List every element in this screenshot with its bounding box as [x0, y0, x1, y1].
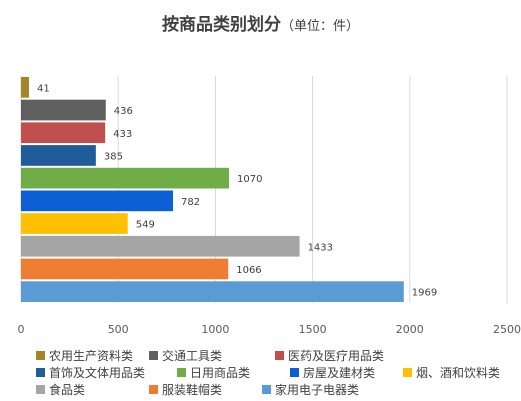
bar-9 — [21, 281, 404, 302]
bar-1 — [21, 99, 106, 121]
bar-5 — [21, 190, 174, 212]
legend-item-6: 烟、酒和饮料类 — [403, 364, 516, 380]
legend-label-6: 烟、酒和饮料类 — [416, 365, 501, 380]
legend-swatch-1 — [149, 350, 158, 360]
x-tick-label-5: 2500 — [493, 323, 521, 336]
data-label-5: 782 — [181, 197, 200, 208]
legend-label-8: 服装鞋帽类 — [162, 382, 223, 397]
x-tick-label-2: 1000 — [201, 323, 229, 336]
data-label-8: 1066 — [236, 265, 261, 276]
legend-label-1: 交通工具类 — [162, 348, 223, 363]
legend-swatch-3 — [36, 367, 45, 377]
bar-8 — [21, 258, 229, 280]
legend-item-9: 家用电子电器类 — [262, 381, 375, 397]
legend-label-2: 医药及医疗用品类 — [288, 348, 385, 363]
chart-legend: 农用生产资料类 交通工具类 医药及医疗用品类首饰及文体用品类 日用商品类 房屋及建材类 烟… — [36, 347, 516, 397]
legend-label-3: 首饰及文体用品类 — [49, 365, 146, 380]
data-label-6: 549 — [136, 220, 155, 231]
chart-title-main: 按商品类别划分 — [161, 15, 281, 35]
bar-3 — [21, 145, 96, 166]
legend-swatch-4 — [177, 367, 186, 377]
legend-swatch-7 — [36, 384, 45, 394]
legend-label-0: 农用生产资料类 — [49, 348, 134, 363]
data-label-1: 436 — [114, 106, 133, 117]
data-label-0: 41 — [37, 83, 50, 94]
data-label-9: 1969 — [412, 288, 437, 299]
x-tick-label-1: 500 — [108, 323, 129, 336]
bar-7 — [21, 235, 300, 257]
bar-6 — [21, 213, 128, 234]
legend-item-0: 农用生产资料类 — [36, 347, 149, 363]
legend-item-3: 首饰及文体用品类 — [36, 364, 177, 380]
chart-title: 按商品类别划分（单位：件） — [0, 10, 521, 35]
x-tick-label-0: 0 — [18, 323, 25, 336]
legend-item-8: 服装鞋帽类 — [149, 381, 262, 397]
legend-item-2: 医药及医疗用品类 — [275, 347, 416, 363]
x-tick-label-3: 1500 — [299, 323, 327, 336]
legend-swatch-8 — [149, 384, 158, 394]
chart-title-unit: （单位：件） — [280, 19, 359, 34]
legend-swatch-2 — [275, 350, 284, 360]
data-label-4: 1070 — [237, 174, 262, 185]
legend-item-5: 房屋及建材类 — [290, 364, 403, 380]
legend-swatch-9 — [262, 384, 271, 394]
bar-2 — [21, 122, 106, 144]
legend-item-7: 食品类 — [36, 381, 149, 397]
data-label-2: 433 — [113, 129, 132, 140]
bar-0 — [21, 77, 29, 98]
legend-label-4: 日用商品类 — [190, 365, 251, 380]
legend-label-7: 食品类 — [49, 382, 86, 397]
legend-item-4: 日用商品类 — [177, 364, 290, 380]
data-label-7: 1433 — [308, 242, 333, 253]
legend-swatch-5 — [290, 367, 299, 377]
data-label-3: 385 — [104, 151, 123, 162]
legend-swatch-6 — [403, 367, 412, 377]
legend-swatch-0 — [36, 350, 45, 360]
legend-item-1: 交通工具类 — [149, 347, 275, 363]
legend-label-5: 房屋及建材类 — [303, 365, 376, 380]
legend-label-9: 家用电子电器类 — [275, 382, 360, 397]
bar-4 — [21, 167, 230, 189]
x-tick-label-4: 2000 — [396, 323, 424, 336]
